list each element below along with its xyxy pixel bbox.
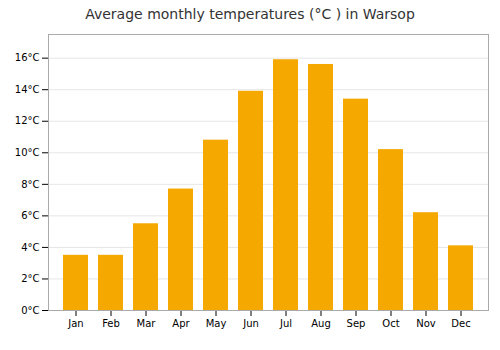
html-text:Average monthly temperatures (: Average monthly temperatures (°C ) in Wa… xyxy=(85,6,415,22)
svg-text:Apr: Apr xyxy=(172,318,190,329)
svg-text:8°C: 8°C xyxy=(21,179,39,190)
svg-text:16°C: 16°C xyxy=(15,52,40,63)
svg-text:4°C: 4°C xyxy=(21,242,39,253)
svg-text:May: May xyxy=(206,318,227,329)
svg-text:Dec: Dec xyxy=(451,318,470,329)
svg-text:Sep: Sep xyxy=(347,318,366,329)
svg-text:Jul: Jul xyxy=(279,318,292,329)
svg-text:Nov: Nov xyxy=(416,318,436,329)
svg-text:Mar: Mar xyxy=(137,318,157,329)
svg-text:12°C: 12°C xyxy=(15,115,40,126)
svg-text:10°C: 10°C xyxy=(15,147,40,158)
svg-text:14°C: 14°C xyxy=(15,84,40,95)
svg-text:0°C: 0°C xyxy=(21,305,39,316)
svg-text:2°C: 2°C xyxy=(21,273,39,284)
svg-text:Jan: Jan xyxy=(67,318,83,329)
svg-text:6°C: 6°C xyxy=(21,210,39,221)
svg-text:Feb: Feb xyxy=(102,318,120,329)
svg-text:Jun: Jun xyxy=(242,318,259,329)
svg-text:Aug: Aug xyxy=(311,318,331,329)
svg-text:Oct: Oct xyxy=(382,318,399,329)
